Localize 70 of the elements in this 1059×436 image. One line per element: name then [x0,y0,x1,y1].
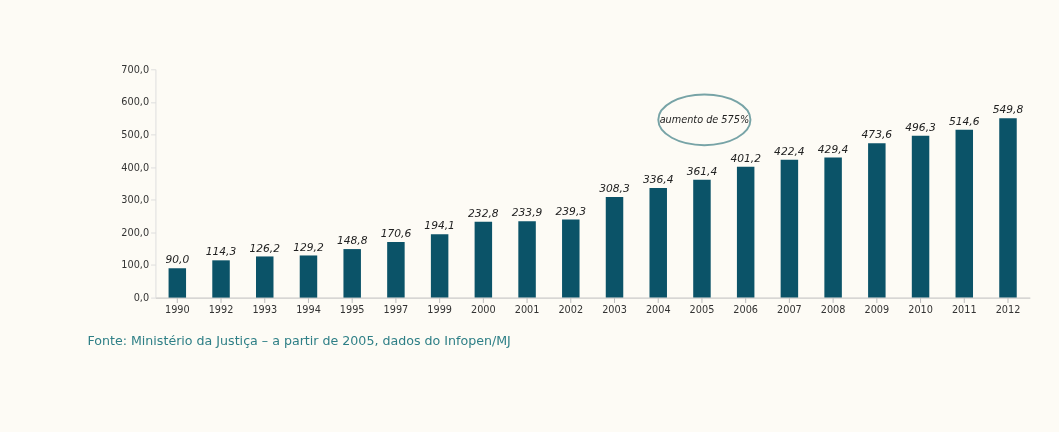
bar [343,249,361,298]
bar [955,129,974,298]
bar [736,166,755,298]
bar [168,268,187,298]
x-tick-label: 2007 [777,303,802,315]
data-label: 496,3 [905,120,937,134]
bar [999,118,1017,298]
x-tick-label: 2012 [995,303,1021,315]
x-tick-label: 1995 [339,303,365,315]
data-label: 148,8 [336,234,368,248]
x-tick-label: 2008 [820,303,846,315]
x-tick-label: 2002 [558,303,584,315]
data-label: 473,6 [861,128,893,142]
bar [387,241,405,298]
y-tick-label: 600,0 [121,96,150,108]
bar [430,234,449,298]
y-tick-label: 200,0 [121,226,150,238]
x-tick-label: 2010 [908,303,933,315]
data-label: 514,6 [948,114,980,128]
bar [474,221,493,298]
bar [605,197,624,298]
data-label: 549,8 [992,103,1024,117]
data-label: 233,9 [511,206,543,220]
data-label: 126,2 [249,241,281,255]
x-tick-label: 2011 [951,303,977,315]
annotation: aumento de 575% [659,113,750,125]
bar [693,179,711,298]
source-note: Fonte: Ministério da Justiça – a partir de 2005, dados do Infopen/MJ [87,333,511,349]
data-label: 239,3 [555,204,587,218]
x-tick-label: 1990 [164,303,190,315]
bar [518,221,536,298]
data-label: 114,3 [205,245,237,259]
data-label: 422,4 [774,144,805,158]
x-tick-label: 2009 [864,303,890,315]
bar [868,143,886,298]
data-label: 336,4 [642,173,674,187]
data-label: 194,1 [424,219,455,233]
x-tick-label: 2000 [471,303,496,315]
x-tick-label: 2005 [689,303,715,315]
x-tick-label: 1997 [383,303,409,315]
x-tick-label: 1993 [252,303,278,315]
bar [256,256,274,298]
x-tick-label: 1992 [208,303,234,315]
data-label: 170,6 [380,227,412,241]
data-label: 429,4 [817,142,849,156]
y-tick-label: 400,0 [121,161,150,173]
bar [212,260,230,298]
x-tick-label: 2006 [733,303,759,315]
x-tick-label: 2004 [645,303,671,315]
data-label: 232,8 [468,206,499,220]
x-tick-label: 2001 [514,303,540,315]
y-tick-label: 100,0 [121,259,150,271]
x-tick-label: 1994 [296,303,321,315]
data-label: 308,3 [599,182,630,196]
bar [780,159,799,298]
data-label: 361,4 [686,164,718,178]
data-label: 129,2 [293,240,324,254]
y-tick-label: 500,0 [121,128,150,140]
bar [562,219,580,298]
x-tick-label: 1999 [427,303,452,315]
data-label: 90,0 [165,253,190,267]
y-tick-label: 300,0 [121,194,150,206]
data-label: 401,2 [730,151,762,165]
bar [824,157,842,298]
y-tick-label: 0,0 [133,292,150,304]
bar [299,255,318,298]
y-tick-label: 700,0 [121,63,150,75]
bar [649,187,667,298]
bar [911,135,930,298]
x-tick-label: 2003 [602,303,627,315]
